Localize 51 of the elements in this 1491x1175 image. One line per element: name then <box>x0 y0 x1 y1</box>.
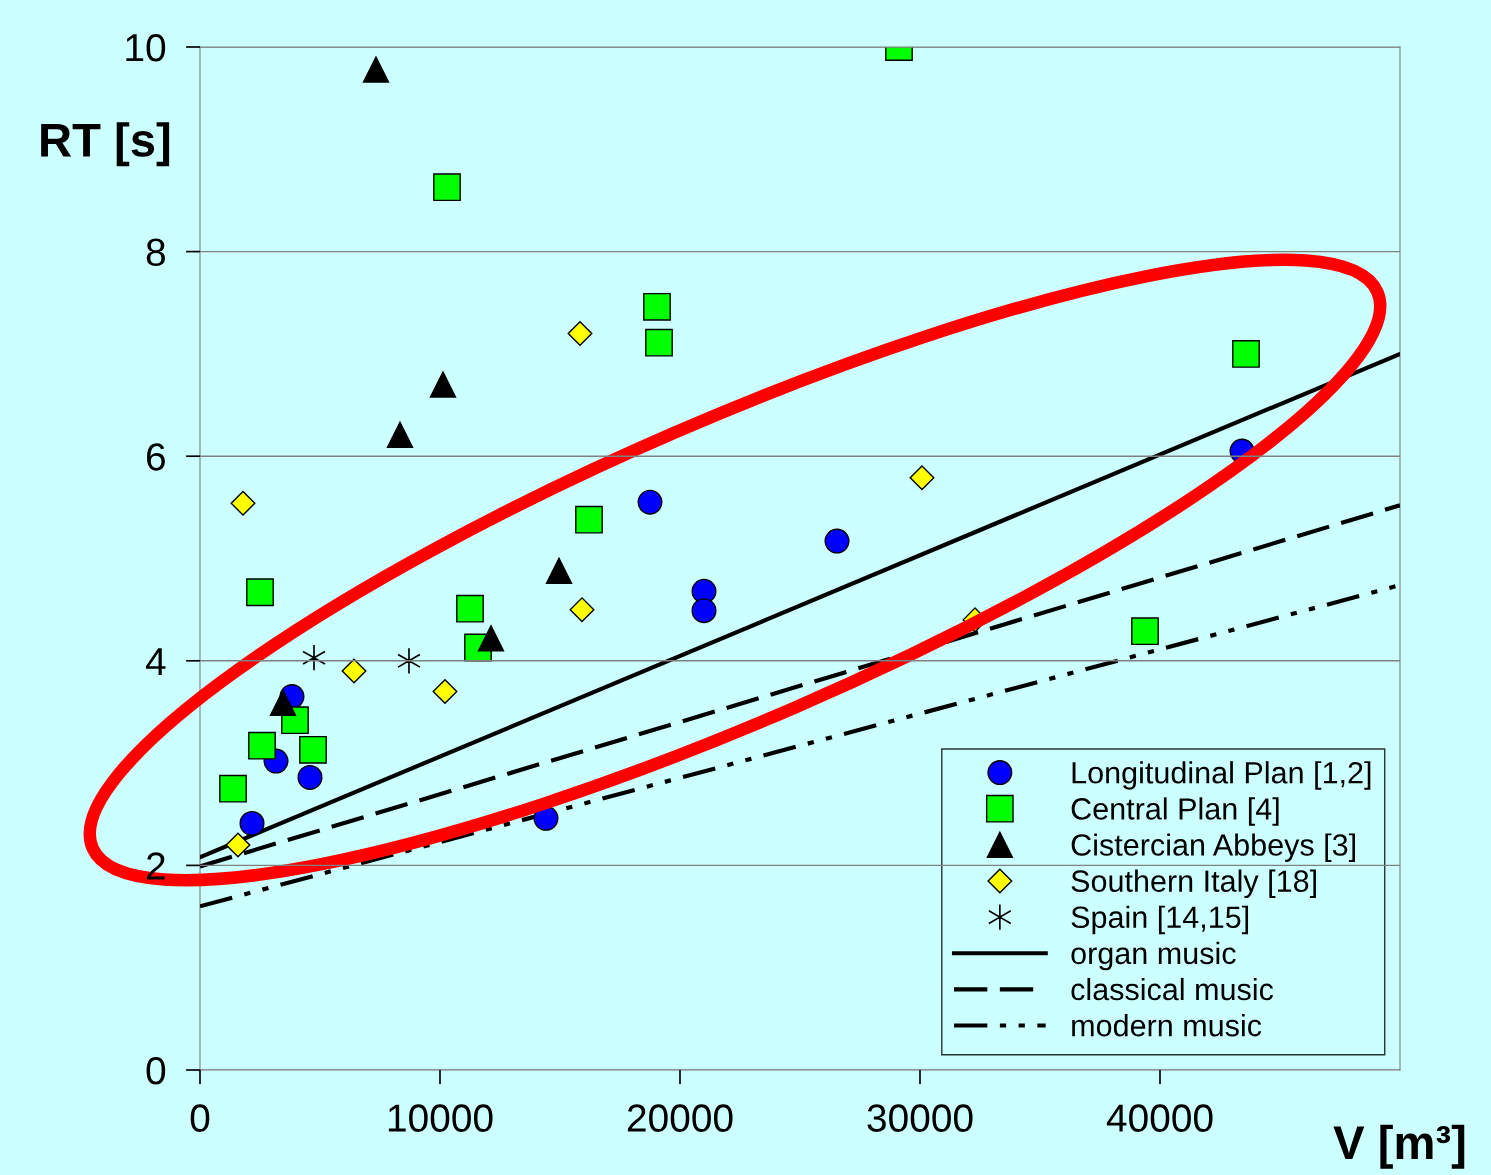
point <box>432 679 458 704</box>
point <box>225 832 251 858</box>
point <box>1232 340 1260 368</box>
point <box>643 292 671 321</box>
legend-label: organ music <box>1071 941 1236 971</box>
point <box>397 647 421 675</box>
point <box>909 465 935 491</box>
point <box>341 658 367 684</box>
x-tick-label: 0 <box>190 1104 210 1132</box>
point <box>433 173 461 202</box>
legend-label: classical music <box>1071 977 1274 1001</box>
y-tick-label: 6 <box>147 443 165 471</box>
point <box>575 505 603 534</box>
y-axis-title: RT [s] <box>41 122 170 167</box>
point <box>477 625 505 652</box>
point <box>569 597 595 623</box>
legend-label: Cistercian Abbeys [3] <box>1071 833 1355 862</box>
point <box>645 328 673 357</box>
x-tick-label: 10000 <box>388 1104 493 1132</box>
point <box>386 421 414 448</box>
point <box>230 490 256 516</box>
point <box>456 594 484 623</box>
x-axis-title: V [m³] <box>1333 1124 1465 1169</box>
legend-label: Southern Italy [18] <box>1071 869 1316 899</box>
point <box>297 764 323 790</box>
point <box>545 557 573 584</box>
x-tick-label: 40000 <box>1106 1104 1213 1132</box>
point <box>362 56 390 83</box>
point <box>302 644 326 672</box>
x-tick-label: 20000 <box>627 1104 733 1132</box>
point <box>567 320 593 346</box>
y-tick-label: 4 <box>145 648 166 675</box>
y-tick-label: 0 <box>146 1056 166 1085</box>
point <box>691 598 717 624</box>
legend-label: Longitudinal Plan [1,2] <box>1072 761 1371 790</box>
x-tick-label: 30000 <box>867 1104 973 1132</box>
point <box>269 689 297 716</box>
legend-label: Spain [14,15] <box>1071 905 1249 935</box>
y-tick-label: 10 <box>126 33 166 62</box>
point <box>824 528 850 554</box>
y-tick-label: 8 <box>146 238 165 267</box>
point <box>429 371 457 398</box>
point <box>637 489 663 515</box>
point <box>239 810 265 836</box>
point <box>246 578 274 607</box>
legend-label: Central Plan [4] <box>1071 797 1279 826</box>
point <box>219 774 247 803</box>
point <box>299 735 327 764</box>
legend-label: modern music <box>1072 1014 1262 1037</box>
point <box>1131 617 1159 646</box>
point <box>248 731 276 760</box>
